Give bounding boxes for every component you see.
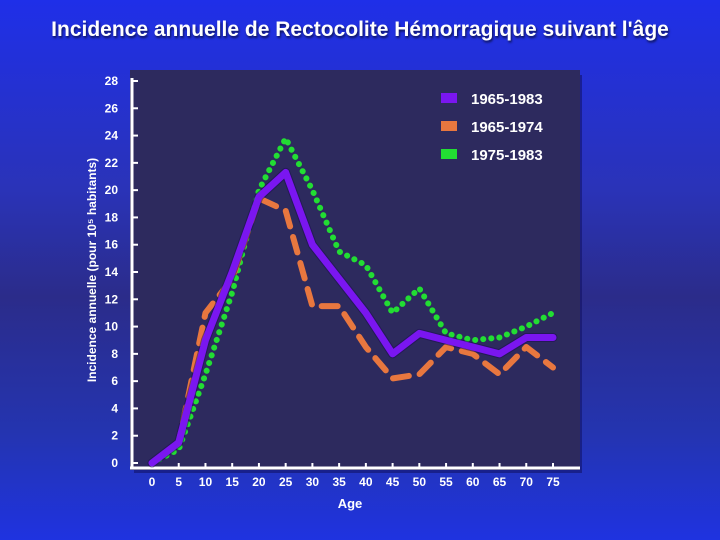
y-tick-label: 0: [111, 456, 118, 470]
legend-label: 1975-1983: [471, 147, 543, 164]
y-tick-label: 28: [105, 74, 119, 88]
series-line-1965-1983: [148, 168, 557, 467]
y-tick-label: 20: [105, 183, 119, 197]
x-tick-label: 10: [199, 475, 213, 489]
y-axis-label: Incidence annuelle (pour 10⁵ habitants): [85, 158, 99, 382]
legend-label: 1965-1974: [471, 119, 543, 136]
x-tick-label: 55: [439, 475, 453, 489]
y-tick-label: 8: [111, 347, 118, 361]
x-tick-label: 30: [306, 475, 320, 489]
y-tick-label: 2: [111, 429, 118, 443]
plot-area: [130, 70, 580, 470]
x-tick-label: 25: [279, 475, 293, 489]
y-tick-label: 24: [105, 129, 119, 143]
x-tick-label: 75: [546, 475, 560, 489]
y-tick-label: 16: [105, 238, 119, 252]
legend-swatch: [441, 121, 457, 131]
x-tick-label: 5: [175, 475, 182, 489]
y-tick-label: 22: [105, 156, 119, 170]
y-tick-label: 12: [105, 292, 119, 306]
y-tick-label: 4: [111, 401, 118, 415]
x-tick-label: 40: [359, 475, 373, 489]
y-tick-label: 6: [111, 374, 118, 388]
x-tick-label: 0: [149, 475, 156, 489]
x-tick-label: 45: [386, 475, 400, 489]
x-tick-label: 50: [413, 475, 427, 489]
x-axis-label: Age: [338, 496, 363, 511]
y-tick-label: 26: [105, 101, 119, 115]
y-tick-label: 14: [105, 265, 119, 279]
legend-label: 1965-1983: [471, 91, 543, 108]
series-layer: [147, 135, 558, 468]
x-tick-label: 35: [332, 475, 346, 489]
x-tick-label: 15: [226, 475, 240, 489]
y-tick-label: 18: [105, 210, 119, 224]
y-tick-label: 10: [105, 320, 119, 334]
legend: 1965-1983 1965-1974 1975-1983: [441, 91, 543, 164]
x-tick-label: 70: [520, 475, 534, 489]
legend-swatch: [441, 149, 457, 159]
x-tick-label: 65: [493, 475, 507, 489]
x-tick-label: 60: [466, 475, 480, 489]
legend-swatch: [441, 93, 457, 103]
x-tick-label: 20: [252, 475, 266, 489]
page-title: Incidence annuelle de Rectocolite Hémorr…: [51, 18, 669, 41]
series-line-1975-1983: [149, 135, 556, 466]
